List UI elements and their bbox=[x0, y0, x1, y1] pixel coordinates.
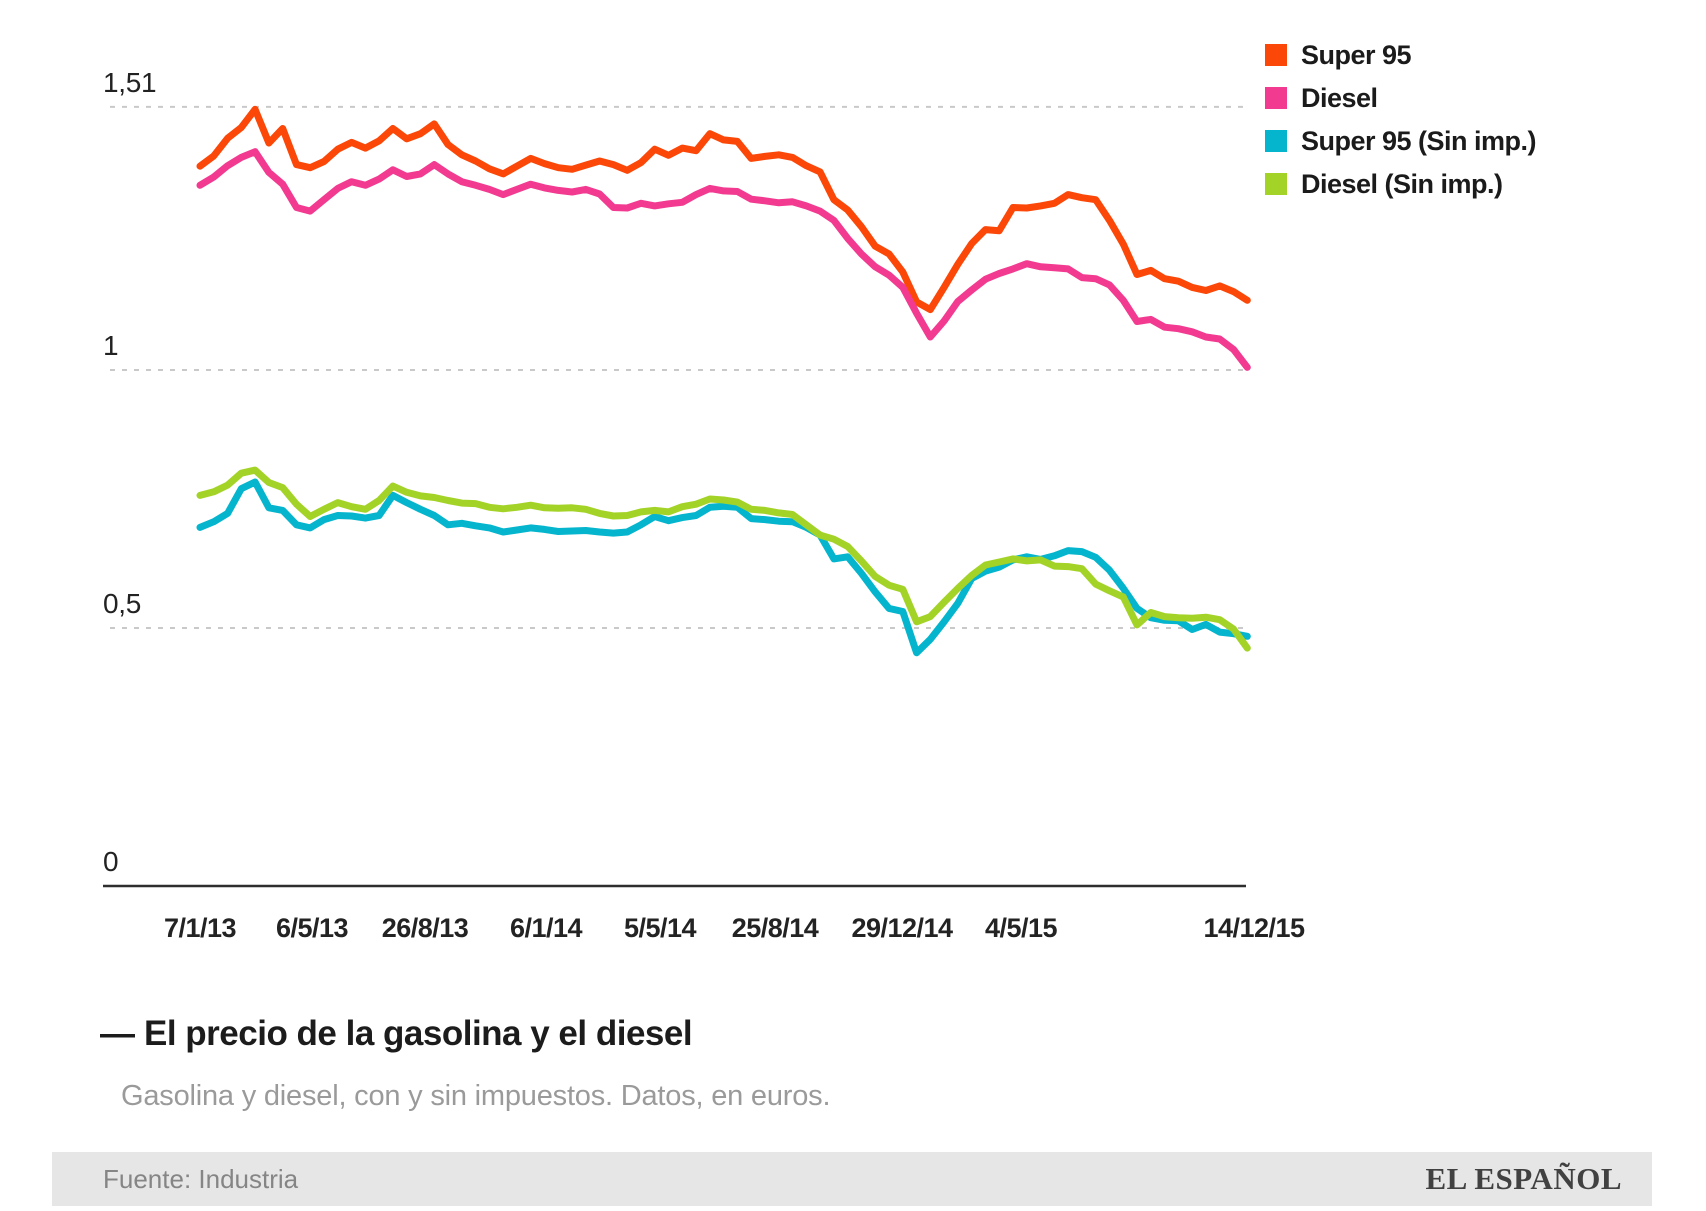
line-diesel-sin-imp bbox=[196, 466, 1251, 652]
x-tick-6-1-14: 6/1/14 bbox=[509, 913, 583, 943]
x-tick-25-8-14: 25/8/14 bbox=[731, 913, 819, 943]
legend-swatch-icon bbox=[1265, 44, 1287, 66]
x-tick-26-8-13: 26/8/13 bbox=[381, 913, 469, 943]
line-super-95-sin-imp bbox=[196, 478, 1251, 657]
chart-title: — El precio de la gasolina y el diesel bbox=[100, 1012, 693, 1056]
title-dash: — bbox=[100, 1014, 135, 1053]
legend-item-diesel: Diesel bbox=[1265, 83, 1536, 113]
title-text: El precio de la gasolina y el diesel bbox=[144, 1014, 693, 1053]
x-tick-5-5-14: 5/5/14 bbox=[623, 913, 697, 943]
x-tick-29-12-14: 29/12/14 bbox=[851, 913, 953, 943]
source-credit: Fuente: Industria bbox=[103, 1163, 299, 1194]
chart-subtitle: Gasolina y diesel, con y sin impuestos. … bbox=[121, 1080, 831, 1112]
y-tick-1-51: 1,51 bbox=[103, 66, 157, 98]
line-super-95 bbox=[196, 105, 1251, 314]
legend-label: Diesel (Sin imp.) bbox=[1301, 168, 1503, 199]
legend-label: Diesel bbox=[1301, 82, 1378, 113]
legend-item-super-95: Super 95 bbox=[1265, 40, 1536, 70]
footer-bar: Fuente: Industria EL ESPAÑOL bbox=[52, 1152, 1652, 1206]
x-tick-4-5-15: 4/5/15 bbox=[984, 913, 1058, 943]
series-lines bbox=[196, 105, 1251, 657]
line-diesel bbox=[196, 148, 1251, 371]
legend-swatch-icon bbox=[1265, 87, 1287, 109]
legend-swatch-icon bbox=[1265, 173, 1287, 195]
y-tick-1: 1 bbox=[103, 330, 119, 361]
x-tick-6-5-13: 6/5/13 bbox=[275, 913, 349, 943]
y-tick-0-5: 0,5 bbox=[103, 588, 142, 619]
y-tick-0: 0 bbox=[103, 846, 119, 877]
x-tick-14-12-15: 14/12/15 bbox=[1203, 913, 1305, 943]
gridlines bbox=[103, 105, 1246, 888]
publisher-logo: EL ESPAÑOL bbox=[1425, 1161, 1622, 1196]
legend-label: Super 95 (Sin imp.) bbox=[1301, 125, 1537, 156]
legend-swatch-icon bbox=[1265, 130, 1287, 152]
legend-item-super-95-sin-imp: Super 95 (Sin imp.) bbox=[1265, 126, 1537, 156]
legend: Super 95 Diesel Super 95 (Sin imp.) Dies… bbox=[1265, 40, 1537, 216]
x-tick-7-1-13: 7/1/13 bbox=[163, 913, 237, 943]
price-line-chart bbox=[103, 105, 1251, 888]
legend-label: Super 95 bbox=[1301, 39, 1412, 70]
legend-item-diesel-sin-imp: Diesel (Sin imp.) bbox=[1265, 169, 1536, 199]
